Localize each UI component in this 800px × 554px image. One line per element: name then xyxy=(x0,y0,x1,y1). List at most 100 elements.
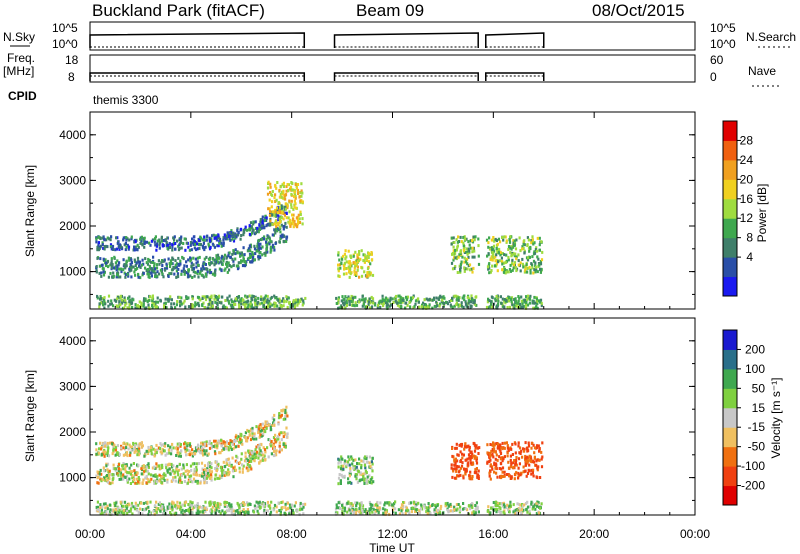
data-cell xyxy=(253,435,256,438)
data-cell xyxy=(451,267,455,271)
colorbar-tick-label: 100 xyxy=(745,362,765,376)
data-cell xyxy=(122,512,125,516)
data-cell xyxy=(255,454,258,458)
data-cell xyxy=(171,245,174,249)
data-cell xyxy=(399,295,402,299)
data-cell xyxy=(234,445,238,449)
data-cell xyxy=(539,476,542,479)
data-cell xyxy=(494,466,497,470)
data-cell xyxy=(260,226,263,230)
data-cell xyxy=(339,467,343,471)
data-cell xyxy=(275,453,278,457)
data-cell xyxy=(526,297,529,301)
data-cell xyxy=(209,306,212,310)
data-cell xyxy=(492,244,496,248)
data-cell xyxy=(210,462,213,466)
data-cell xyxy=(195,470,198,474)
data-cell xyxy=(99,503,102,507)
data-cell xyxy=(119,245,122,249)
data-cell xyxy=(507,245,511,248)
data-cell xyxy=(361,266,364,270)
data-cell xyxy=(274,210,277,214)
data-cell xyxy=(452,249,455,253)
data-cell xyxy=(242,508,245,512)
data-cell xyxy=(215,238,218,242)
data-cell xyxy=(537,501,540,505)
data-cell xyxy=(467,512,470,516)
data-cell xyxy=(251,251,254,254)
data-cell xyxy=(278,444,281,448)
data-cell xyxy=(242,228,245,232)
data-cell xyxy=(433,296,436,300)
data-cell xyxy=(218,267,221,271)
data-cell xyxy=(206,268,209,271)
data-cell xyxy=(292,217,295,221)
data-cell xyxy=(224,267,227,271)
data-cell xyxy=(248,232,251,236)
data-cell xyxy=(364,472,367,476)
data-cell xyxy=(505,259,509,263)
data-cell xyxy=(360,473,364,476)
data-cell xyxy=(271,210,274,214)
data-cell xyxy=(266,421,269,425)
data-cell xyxy=(478,446,481,450)
colorbar-tick-label: -50 xyxy=(748,440,766,454)
data-cell xyxy=(161,267,164,271)
data-cell xyxy=(182,267,185,271)
data-cell xyxy=(131,512,134,516)
data-cell xyxy=(228,237,231,241)
data-cell xyxy=(243,503,246,507)
data-cell xyxy=(461,255,464,259)
data-cell xyxy=(244,431,247,435)
data-cell xyxy=(494,450,497,454)
data-cell xyxy=(335,302,338,305)
data-cell xyxy=(503,261,506,265)
data-cell xyxy=(505,441,508,445)
data-cell xyxy=(410,501,413,505)
data-cell xyxy=(216,503,219,507)
data-cell xyxy=(466,457,469,461)
data-cell xyxy=(125,259,128,263)
data-cell xyxy=(162,259,165,263)
data-cell xyxy=(269,425,272,429)
data-cell xyxy=(120,270,123,274)
data-cell xyxy=(359,511,362,515)
data-cell xyxy=(465,237,468,241)
data-cell xyxy=(126,243,129,247)
data-cell xyxy=(427,507,430,511)
data-cell xyxy=(216,244,219,248)
data-cell xyxy=(110,257,113,261)
data-cell xyxy=(508,296,511,299)
data-cell xyxy=(153,512,156,516)
data-cell xyxy=(160,235,163,239)
data-cell xyxy=(264,425,267,429)
data-cell xyxy=(490,238,493,242)
data-cell xyxy=(137,449,140,453)
data-cell xyxy=(160,503,163,506)
data-cell xyxy=(163,444,167,448)
data-cell xyxy=(218,505,221,509)
data-cell xyxy=(133,258,136,262)
data-cell xyxy=(454,461,457,465)
data-cell xyxy=(100,508,103,512)
data-cell xyxy=(251,456,254,460)
data-cell xyxy=(346,510,349,514)
data-cell xyxy=(223,471,226,475)
data-cell xyxy=(249,452,252,456)
data-cell xyxy=(126,306,129,310)
data-cell xyxy=(203,238,206,242)
data-cell xyxy=(531,301,534,305)
data-cell xyxy=(258,500,261,504)
data-cell xyxy=(533,295,536,299)
data-cell xyxy=(269,239,272,243)
data-cell xyxy=(132,265,135,269)
data-cell xyxy=(289,304,292,308)
data-cell xyxy=(514,252,517,256)
data-cell xyxy=(532,242,535,246)
data-cell xyxy=(166,297,169,301)
data-cell xyxy=(221,449,224,452)
data-cell xyxy=(237,444,240,448)
data-cell xyxy=(140,472,143,476)
data-cell xyxy=(252,510,256,514)
data-cell xyxy=(200,273,203,277)
